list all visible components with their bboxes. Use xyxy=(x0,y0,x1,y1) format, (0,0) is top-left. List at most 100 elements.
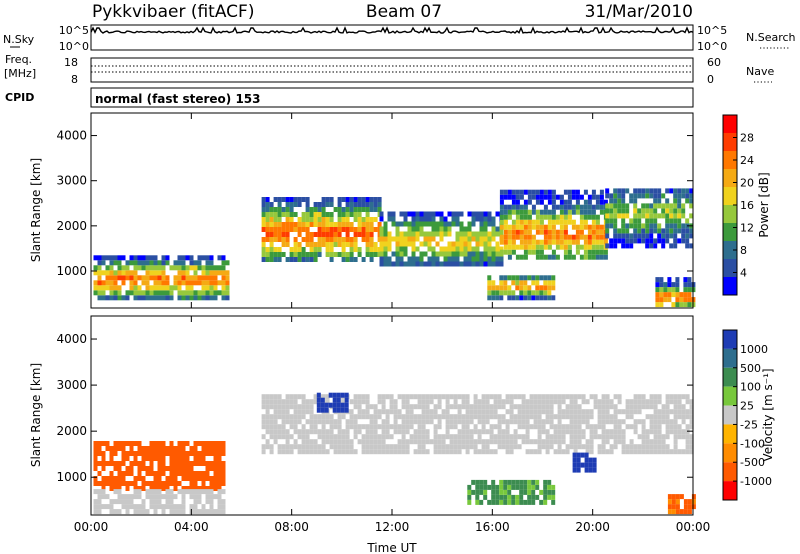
velocity-cell xyxy=(541,404,546,410)
velocity-cell xyxy=(381,399,386,405)
power-cell xyxy=(225,260,230,266)
velocity-cell xyxy=(409,404,414,410)
power-cell xyxy=(285,237,290,242)
power-cell xyxy=(113,280,118,286)
velocity-cell xyxy=(409,419,414,425)
power-cell xyxy=(661,213,666,219)
power-cell xyxy=(365,212,370,217)
velocity-cell xyxy=(629,404,634,410)
velocity-cell xyxy=(489,439,494,445)
power-cell xyxy=(483,241,488,247)
velocity-cell xyxy=(353,429,358,435)
power-cell xyxy=(675,282,680,288)
power-cell xyxy=(463,241,468,247)
power-cell xyxy=(471,261,476,267)
velocity-cell xyxy=(473,409,478,415)
velocity-cell xyxy=(377,424,382,430)
power-cell xyxy=(205,255,210,261)
power-cell xyxy=(197,290,202,296)
power-cell xyxy=(527,209,532,215)
velocity-cell xyxy=(507,494,512,500)
velocity-cell xyxy=(301,439,306,445)
power-cell xyxy=(321,242,326,247)
power-cell xyxy=(157,285,162,291)
velocity-cell xyxy=(169,489,174,495)
velocity-cell xyxy=(353,449,358,455)
power-cell xyxy=(121,275,126,281)
power-cell xyxy=(669,233,674,239)
power-cell xyxy=(455,241,460,247)
velocity-cell xyxy=(673,394,678,400)
power-cell xyxy=(109,280,114,286)
power-cell xyxy=(277,247,282,252)
velocity-cell xyxy=(97,504,102,510)
power-cell xyxy=(523,224,528,230)
power-cell xyxy=(333,252,338,257)
velocity-cell xyxy=(573,404,578,410)
power-cell xyxy=(261,202,266,207)
power-cell xyxy=(225,290,230,296)
velocity-cell xyxy=(329,434,334,440)
power-cell xyxy=(511,239,516,245)
velocity-cell xyxy=(629,414,634,420)
velocity-cell xyxy=(465,424,470,430)
velocity-cell xyxy=(669,419,674,425)
velocity-cell xyxy=(281,419,286,425)
velocity-colorbar-swatch xyxy=(723,367,737,387)
power-cell xyxy=(373,242,378,247)
velocity-cell xyxy=(517,419,522,425)
power-cell xyxy=(463,256,468,262)
velocity-cell xyxy=(281,434,286,440)
power-cell xyxy=(595,239,600,245)
power-cell xyxy=(665,223,670,229)
velocity-cell xyxy=(637,434,642,440)
power-cell xyxy=(265,222,270,227)
power-cell xyxy=(197,295,202,301)
velocity-cell xyxy=(485,449,490,455)
power-cell xyxy=(531,234,536,240)
power-cell xyxy=(153,255,158,261)
velocity-cell xyxy=(265,404,270,410)
velocity-cell xyxy=(173,456,178,461)
power-cell xyxy=(177,265,182,271)
power-cell xyxy=(125,265,130,271)
power-cell xyxy=(479,231,484,237)
power-cell xyxy=(321,217,326,222)
velocity-cell xyxy=(93,476,98,481)
power-cell xyxy=(613,233,618,239)
velocity-cell xyxy=(197,494,202,500)
velocity-cell xyxy=(577,439,582,445)
power-cell xyxy=(665,233,670,239)
velocity-cell xyxy=(205,499,210,505)
power-cell xyxy=(341,242,346,247)
velocity-cell xyxy=(543,499,548,505)
power-cell xyxy=(503,280,508,286)
velocity-cell xyxy=(497,394,502,400)
power-cell xyxy=(349,202,354,207)
power-cell xyxy=(185,275,190,281)
velocity-cell xyxy=(477,449,482,455)
power-cell xyxy=(603,239,608,245)
power-cell xyxy=(479,251,484,257)
velocity-cell xyxy=(667,499,672,505)
power-cell xyxy=(407,221,412,227)
velocity-cell xyxy=(489,394,494,400)
power-cell xyxy=(515,214,520,220)
velocity-cell xyxy=(621,439,626,445)
power-cell xyxy=(675,302,680,308)
velocity-cell xyxy=(525,419,530,425)
power-cell xyxy=(109,265,114,271)
velocity-cell xyxy=(573,399,578,405)
velocity-cell xyxy=(605,414,610,420)
velocity-cell xyxy=(473,394,478,400)
power-cell xyxy=(333,227,338,232)
power-cell xyxy=(443,256,448,262)
power-cell xyxy=(313,212,318,217)
velocity-cell xyxy=(461,414,466,420)
velocity-cell xyxy=(429,409,434,415)
power-cell xyxy=(341,252,346,257)
power-cell xyxy=(423,236,428,242)
power-cell xyxy=(487,261,492,267)
power-cell xyxy=(337,237,342,242)
power-cell xyxy=(617,198,622,204)
